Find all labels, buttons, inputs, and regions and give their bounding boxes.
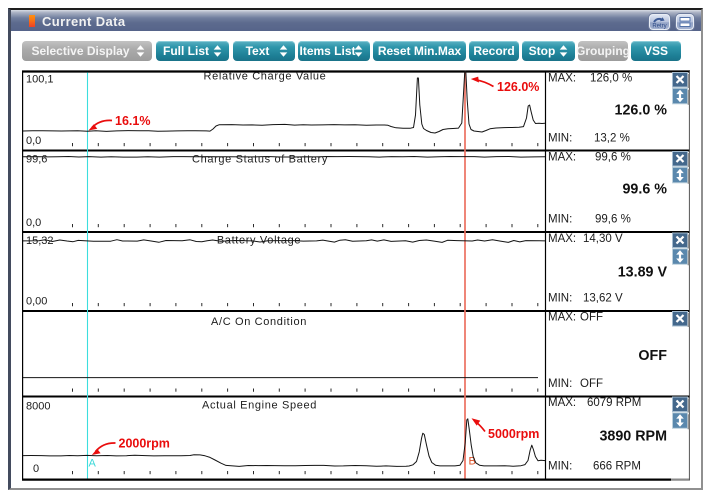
svg-text:0,00: 0,00	[26, 296, 47, 308]
svg-text:8000: 8000	[26, 401, 50, 413]
svg-text:Actual Engine Speed: Actual Engine Speed	[202, 400, 317, 412]
svg-text:0: 0	[33, 463, 39, 475]
svg-text:MAX:6079 RPM: MAX: 6079 RPM	[548, 397, 641, 409]
svg-text:Battery Voltage: Battery Voltage	[217, 235, 301, 247]
svg-text:126.0 %: 126.0 %	[615, 103, 668, 119]
svg-text:0,0: 0,0	[26, 135, 41, 147]
svg-text:99.6 %: 99.6 %	[622, 182, 667, 198]
svg-text:MAX:126,0 %: MAX: 126,0 %	[548, 73, 632, 85]
svg-text:Charge Status of Battery: Charge Status of Battery	[192, 154, 328, 166]
svg-text:MIN:13,62 V: MIN: 13,62 V	[548, 293, 623, 305]
svg-text:0,0: 0,0	[26, 217, 41, 229]
svg-text:5000rpm: 5000rpm	[488, 427, 539, 441]
svg-text:100,1: 100,1	[26, 74, 54, 86]
svg-text:126.0%: 126.0%	[497, 80, 539, 94]
svg-text:B: B	[469, 456, 476, 468]
svg-text:OFF: OFF	[638, 348, 667, 364]
svg-text:Retry: Retry	[652, 24, 666, 30]
svg-text:MIN:666 RPM: MIN: 666 RPM	[548, 461, 641, 473]
svg-text:MAX:14,30 V: MAX: 14,30 V	[548, 233, 623, 245]
svg-text:2000rpm: 2000rpm	[119, 437, 170, 451]
svg-text:Relative Charge Value: Relative Charge Value	[204, 71, 327, 83]
svg-text:A: A	[89, 458, 97, 470]
svg-text:15,32: 15,32	[26, 235, 54, 247]
svg-text:3890 RPM: 3890 RPM	[599, 428, 667, 444]
svg-text:A/C On Condition: A/C On Condition	[211, 316, 307, 328]
svg-text:13.89 V: 13.89 V	[618, 264, 668, 280]
svg-text:MAX:OFF: MAX: OFF	[548, 312, 603, 324]
svg-text:99,6: 99,6	[26, 154, 47, 166]
svg-text:16.1%: 16.1%	[115, 114, 150, 128]
